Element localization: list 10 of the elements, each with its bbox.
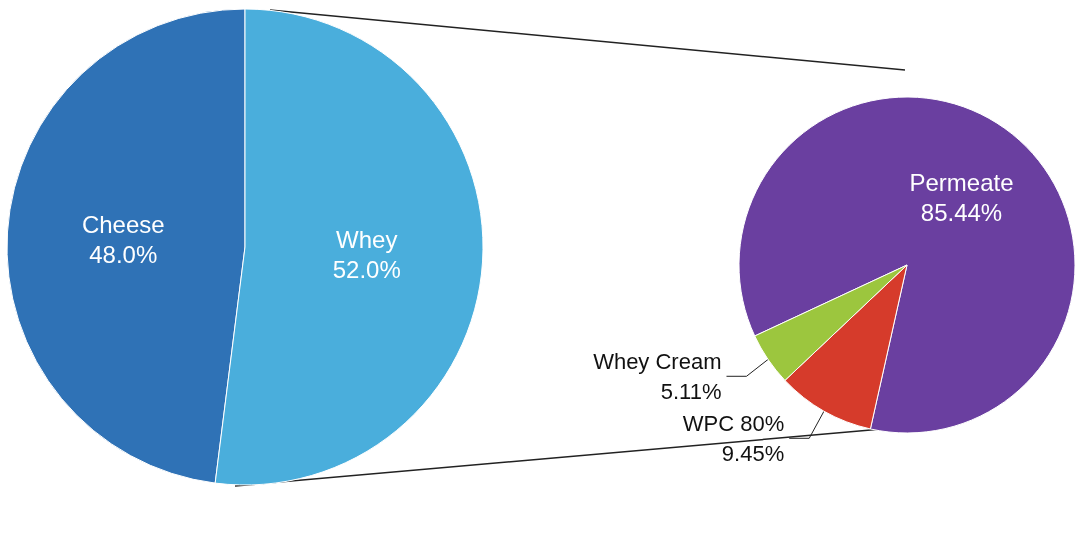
slice-label: Whey Cream xyxy=(593,348,722,374)
slice-label: Whey xyxy=(336,226,398,254)
slice-label: WPC 80% xyxy=(682,410,785,436)
data-label: 52.0% xyxy=(332,256,401,284)
data-label: 48.0% xyxy=(89,240,158,268)
data-label: 9.45% xyxy=(721,440,785,466)
data-label: 5.11% xyxy=(660,378,722,404)
slice-label: Permeate xyxy=(909,168,1014,196)
slice-label: Cheese xyxy=(81,210,165,238)
data-label: 85.44% xyxy=(920,198,1003,226)
